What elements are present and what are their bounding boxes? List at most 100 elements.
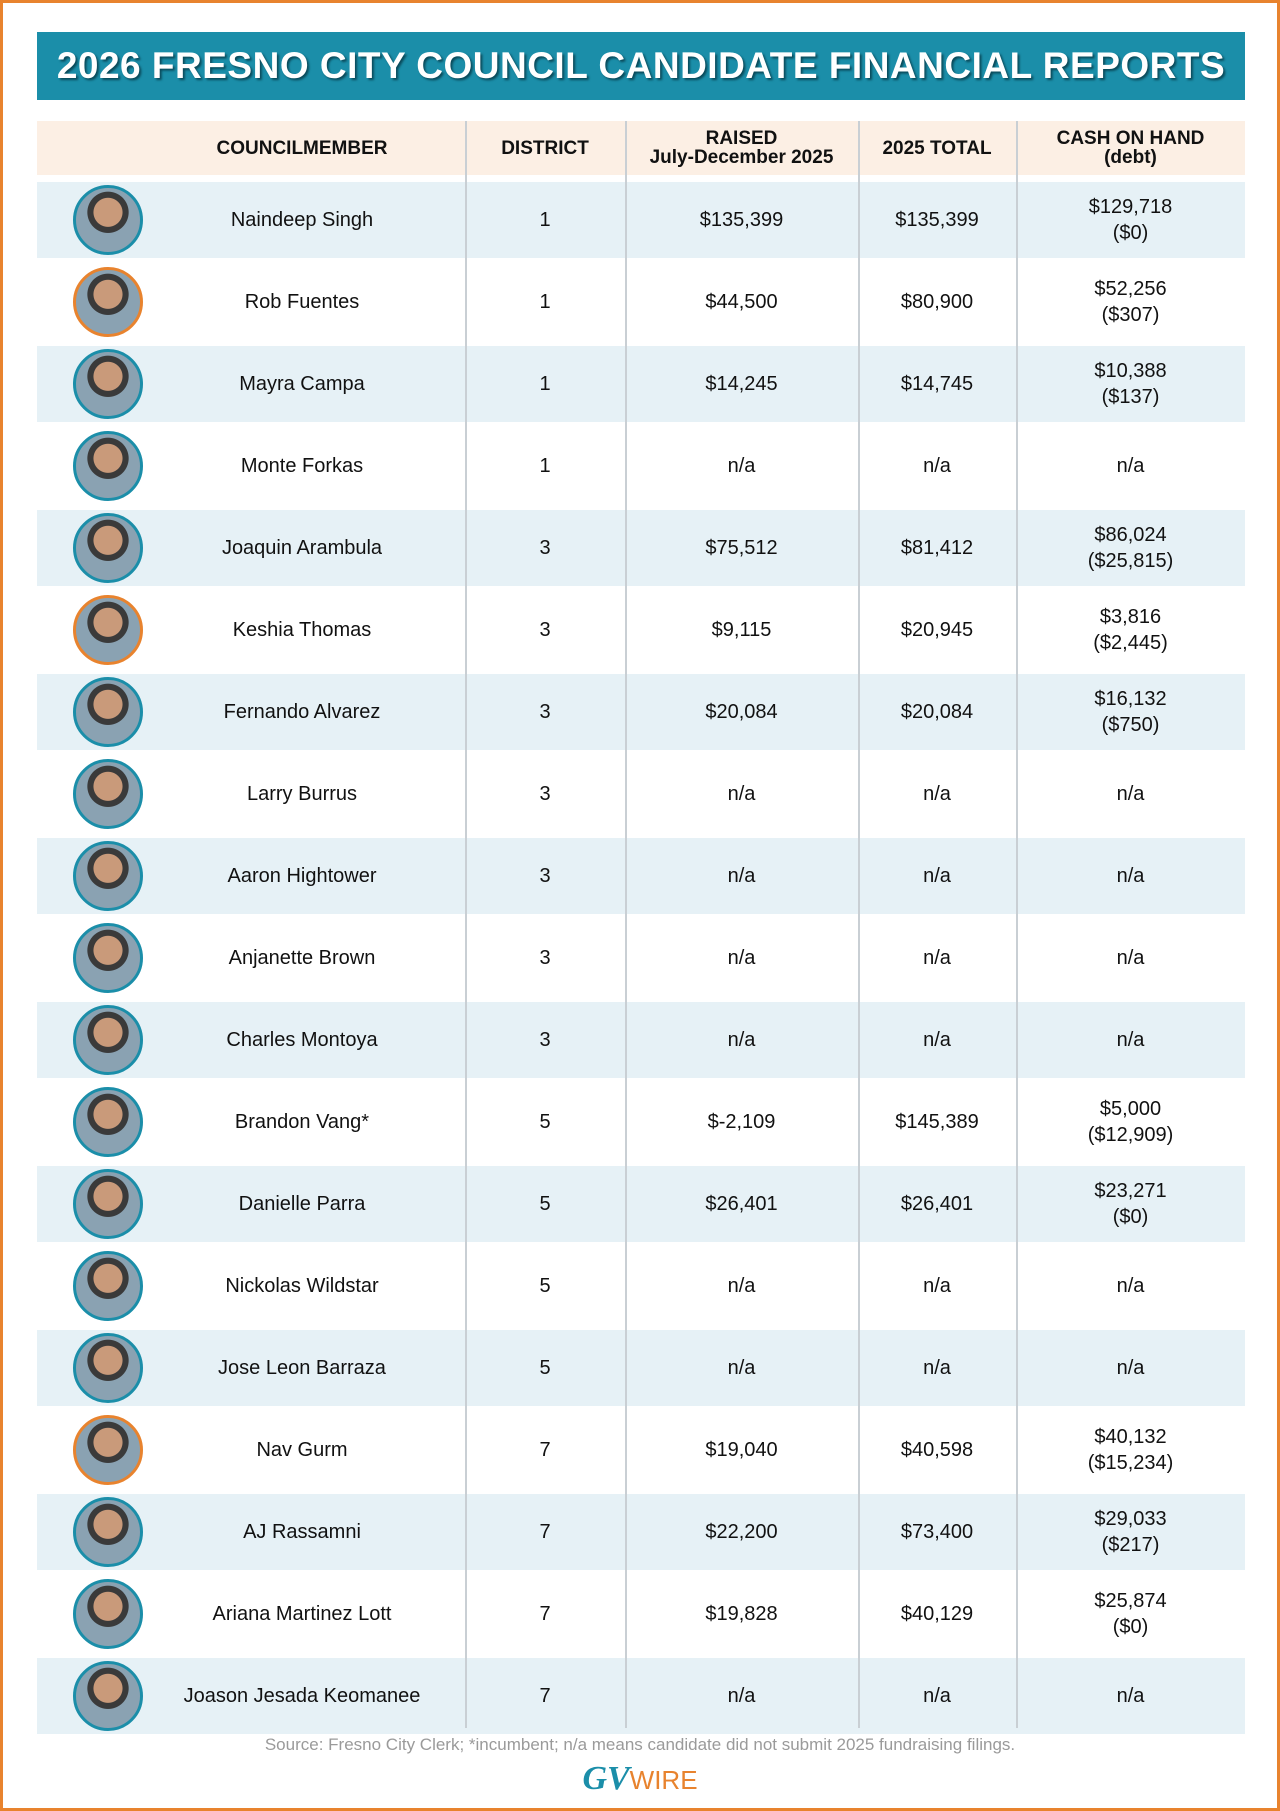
table-cell: $81,412 <box>858 510 1016 586</box>
cell-text: ($137) <box>1101 386 1160 408</box>
column-divider <box>625 121 627 1728</box>
cell-text: $135,399 <box>895 209 979 231</box>
table-cell: 3 <box>465 674 625 750</box>
table-cell: $14,745 <box>858 346 1016 422</box>
cell-text: Mayra Campa <box>239 373 365 395</box>
cell-text: n/a <box>1116 865 1145 887</box>
table-cell: n/a <box>1016 1002 1245 1078</box>
table-cell: Jose Leon Barraza <box>137 1330 467 1406</box>
cell-text: $-2,109 <box>707 1111 776 1133</box>
cell-text: n/a <box>1116 1357 1145 1379</box>
candidate-photo <box>73 267 143 337</box>
cell-text: 5 <box>539 1275 551 1297</box>
cell-text: 3 <box>539 947 551 969</box>
table-cell: $26,401 <box>625 1166 858 1242</box>
table-cell: 1 <box>465 346 625 422</box>
table-cell: $29,033 ($217) <box>1016 1494 1245 1570</box>
candidate-photo <box>73 1497 143 1567</box>
table-cell: 1 <box>465 264 625 340</box>
table-cell: $10,388 ($137) <box>1016 346 1245 422</box>
cell-text: ($0) <box>1112 222 1149 244</box>
table-cell: Aaron Hightower <box>137 838 467 914</box>
cell-text: $80,900 <box>900 291 974 313</box>
header-cell: DISTRICT <box>465 121 625 175</box>
header-text: DISTRICT <box>501 137 589 159</box>
candidate-photo <box>73 923 143 993</box>
cell-text: AJ Rassamni <box>243 1521 361 1543</box>
table-cell: $129,718 ($0) <box>1016 182 1245 258</box>
table-cell: n/a <box>1016 756 1245 832</box>
cell-text: n/a <box>923 865 951 887</box>
table-cell: Anjanette Brown <box>137 920 467 996</box>
table-cell: n/a <box>625 838 858 914</box>
table-row: Aaron Hightower 3 n/a n/a n/a <box>37 838 1245 914</box>
logo-wire: WIRE <box>629 1765 698 1795</box>
cell-text: 3 <box>539 619 551 641</box>
cell-text: $40,598 <box>900 1439 974 1461</box>
candidate-photo <box>73 841 143 911</box>
table-cell: n/a <box>858 1002 1016 1078</box>
table-cell: $135,399 <box>625 182 858 258</box>
cell-text: ($2,445) <box>1093 632 1168 654</box>
table-row: Rob Fuentes 1 $44,500 $80,900 $52,256 ($307) <box>37 264 1245 340</box>
table-cell: n/a <box>1016 428 1245 504</box>
table-cell: $40,598 <box>858 1412 1016 1488</box>
table-cell: $75,512 <box>625 510 858 586</box>
cell-text: $22,200 <box>705 1521 778 1543</box>
cell-text: Aaron Hightower <box>227 865 377 887</box>
header-cell: 2025 TOTAL <box>858 121 1016 175</box>
cell-text: 5 <box>539 1357 551 1379</box>
table-cell: Monte Forkas <box>137 428 467 504</box>
cell-text: $3,816 <box>1099 606 1162 628</box>
cell-text: n/a <box>727 1685 756 1707</box>
cell-text: $52,256 <box>1094 278 1167 300</box>
table-cell: 7 <box>465 1494 625 1570</box>
header-cell: CASH ON HAND (debt) <box>1016 121 1245 175</box>
column-divider <box>858 121 860 1728</box>
cell-text: $14,745 <box>900 373 974 395</box>
table-header: COUNCILMEMBER DISTRICT RAISED July-December… <box>37 121 1245 175</box>
table-cell: 3 <box>465 756 625 832</box>
cell-text: Danielle Parra <box>238 1193 366 1215</box>
cell-text: 7 <box>539 1603 551 1625</box>
table-cell: 1 <box>465 182 625 258</box>
cell-text: n/a <box>923 947 951 969</box>
header-text: COUNCILMEMBER <box>216 137 388 159</box>
cell-text: 1 <box>539 291 551 313</box>
cell-text: Anjanette Brown <box>228 947 376 969</box>
table-cell: 3 <box>465 1002 625 1078</box>
candidate-photo <box>73 1169 143 1239</box>
table-cell: Fernando Alvarez <box>137 674 467 750</box>
cell-text: $40,129 <box>900 1603 974 1625</box>
table-row: Nav Gurm 7 $19,040 $40,598 $40,132 ($15,234) <box>37 1412 1245 1488</box>
table-cell: AJ Rassamni <box>137 1494 467 1570</box>
cell-text: n/a <box>727 1275 756 1297</box>
cell-text: $19,828 <box>705 1603 778 1625</box>
cell-text: n/a <box>923 1685 951 1707</box>
cell-text: ($25,815) <box>1087 550 1174 572</box>
table-cell: $5,000 ($12,909) <box>1016 1084 1245 1160</box>
table-row: Naindeep Singh 1 $135,399 $135,399 $129,718 (… <box>37 182 1245 258</box>
cell-text: $86,024 <box>1094 524 1167 546</box>
table-cell: $20,945 <box>858 592 1016 668</box>
table-cell: n/a <box>625 428 858 504</box>
cell-text: n/a <box>1116 1275 1145 1297</box>
cell-text: n/a <box>1116 1685 1145 1707</box>
table-cell: n/a <box>858 920 1016 996</box>
table-row: Danielle Parra 5 $26,401 $26,401 $23,271 ($0) <box>37 1166 1245 1242</box>
header-text: 2025 TOTAL <box>882 137 992 159</box>
cell-text: 3 <box>539 865 551 887</box>
table-cell: $3,816 ($2,445) <box>1016 592 1245 668</box>
table-row: AJ Rassamni 7 $22,200 $73,400 $29,033 ($217) <box>37 1494 1245 1570</box>
table-cell: n/a <box>1016 920 1245 996</box>
table-row: Charles Montoya 3 n/a n/a n/a <box>37 1002 1245 1078</box>
table-cell: $19,828 <box>625 1576 858 1652</box>
table-cell: 5 <box>465 1166 625 1242</box>
table-cell: 3 <box>465 920 625 996</box>
table-cell: $145,389 <box>858 1084 1016 1160</box>
cell-text: $29,033 <box>1094 1508 1167 1530</box>
cell-text: Monte Forkas <box>240 455 364 477</box>
title-bar: 2026 FRESNO CITY COUNCIL CANDIDATE FINAN… <box>37 32 1245 100</box>
logo: GVWIRE <box>3 1759 1277 1798</box>
